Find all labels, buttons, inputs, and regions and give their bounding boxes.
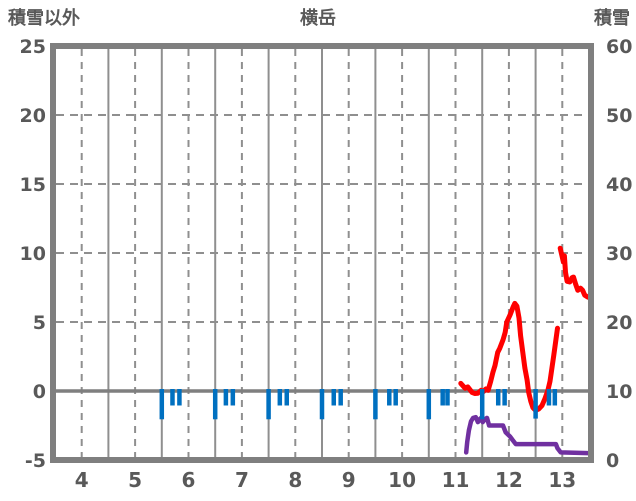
- blue-day-tick: [277, 389, 283, 406]
- blue-day-tick: [393, 389, 398, 406]
- blue-day-tick: [212, 389, 218, 420]
- right-axis-tick-label: 0: [606, 450, 619, 472]
- chart-title: 横岳: [300, 8, 336, 29]
- left-axis-tick-label: 10: [20, 243, 46, 265]
- blue-day-tick: [170, 389, 175, 406]
- blue-day-tick: [502, 389, 507, 406]
- right-axis-tick-label: 10: [606, 381, 632, 403]
- blue-day-tick: [479, 389, 485, 420]
- blue-day-tick: [373, 389, 378, 420]
- x-axis-tick-label: 6: [182, 468, 196, 492]
- x-axis-tick-label: 5: [128, 468, 142, 492]
- left-axis-tick-label: 15: [20, 174, 46, 196]
- blue-day-tick: [440, 389, 445, 406]
- right-axis-tick-label: 20: [606, 312, 632, 334]
- red-line: [458, 300, 560, 413]
- blue-day-tick: [159, 389, 165, 420]
- blue-day-tick: [552, 389, 558, 406]
- blue-day-tick: [177, 389, 182, 406]
- purple-line: [463, 414, 591, 456]
- x-axis-tick-label: 7: [235, 468, 249, 492]
- blue-day-tick: [331, 389, 336, 406]
- blue-day-tick: [230, 389, 236, 406]
- blue-day-tick: [284, 389, 290, 406]
- right-axis-title: 積雪: [594, 8, 630, 29]
- right-axis-tick-label: 30: [606, 243, 632, 265]
- left-axis-title: 積雪以外: [8, 8, 80, 29]
- blue-day-tick: [445, 389, 450, 406]
- blue-day-tick: [546, 389, 552, 406]
- blue-day-tick: [533, 389, 538, 419]
- x-axis-tick-label: 10: [388, 468, 416, 492]
- chart-header: 積雪以外 横岳 積雪: [0, 8, 636, 32]
- blue-day-tick: [495, 389, 501, 406]
- blue-day-tick: [223, 389, 229, 406]
- red-line: [557, 245, 591, 300]
- plot-frame: [50, 43, 594, 463]
- x-axis-tick-label: 4: [75, 468, 89, 492]
- right-axis-tick-label: 60: [606, 36, 632, 58]
- x-axis-tick-label: 8: [288, 468, 302, 492]
- left-axis-tick-label: 0: [33, 381, 46, 403]
- blue-day-tick: [338, 389, 343, 406]
- blue-day-tick: [266, 389, 271, 420]
- x-axis-tick-label: 11: [442, 468, 470, 492]
- x-axis-tick-label: 9: [342, 468, 356, 492]
- right-axis-tick-label: 40: [606, 174, 632, 196]
- x-axis-tick-label: 12: [495, 468, 523, 492]
- right-axis-tick-label: 50: [606, 105, 632, 127]
- blue-day-tick: [319, 389, 325, 420]
- left-axis-tick-label: 25: [20, 36, 46, 58]
- blue-day-tick: [426, 389, 432, 420]
- left-axis-tick-label: 5: [33, 312, 46, 334]
- blue-day-tick: [387, 389, 392, 406]
- left-axis-tick-label: 20: [20, 105, 46, 127]
- left-axis-tick-label: -5: [25, 450, 46, 472]
- x-axis-tick-label: 13: [548, 468, 576, 492]
